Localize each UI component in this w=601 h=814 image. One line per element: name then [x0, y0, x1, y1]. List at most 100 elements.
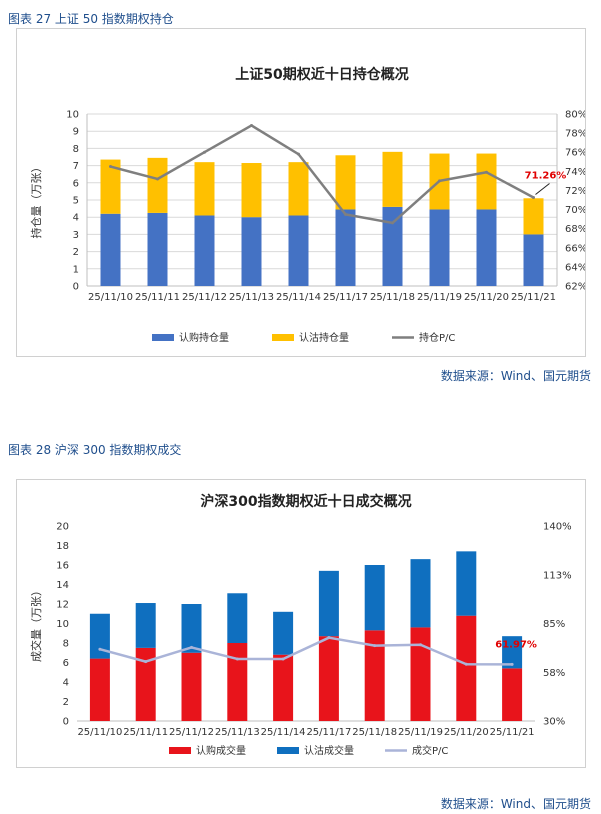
- legend-label: 认购持仓量: [179, 331, 229, 344]
- x-tick-label: 25/11/11: [123, 727, 168, 738]
- bar-call: [476, 209, 497, 286]
- y-tick-label: 8: [63, 639, 69, 650]
- legend-label: 认购成交量: [196, 744, 246, 757]
- x-tick-label: 25/11/13: [229, 292, 274, 303]
- pc-ratio-line: [110, 124, 535, 225]
- legend-label: 成交P/C: [412, 744, 448, 757]
- y-tick-label: 3: [73, 230, 79, 241]
- pc-ratio-point: [203, 150, 206, 154]
- y-tick-label: 9: [73, 127, 79, 138]
- pc-ratio-point: [419, 643, 422, 647]
- bar-put: [410, 559, 431, 628]
- bar-call: [502, 668, 523, 721]
- bar-put: [100, 159, 121, 214]
- x-tick-label: 25/11/18: [370, 292, 415, 303]
- legend-swatch: [277, 747, 299, 754]
- pc-ratio-point: [438, 179, 441, 183]
- bar-call: [147, 212, 168, 286]
- bar-put: [147, 157, 168, 213]
- bar-put: [523, 198, 544, 235]
- y-tick-label: 16: [56, 561, 69, 572]
- pc-ratio-point: [281, 657, 285, 661]
- x-tick-label: 25/11/12: [182, 292, 227, 303]
- pc-ratio-point: [485, 170, 488, 174]
- bar-call: [241, 217, 262, 286]
- pc-ratio-point: [391, 221, 394, 225]
- y-tick-label: 7: [73, 161, 79, 172]
- y-tick-label: 12: [56, 600, 69, 611]
- figure2-caption: 图表 28 沪深 300 指数期权成交: [8, 443, 182, 457]
- y2-tick-label: 72%: [565, 186, 585, 197]
- y2-tick-label: 62%: [565, 282, 585, 293]
- pc-ratio-point: [297, 152, 300, 156]
- bar-call: [318, 636, 339, 721]
- y2-tick-label: 70%: [565, 205, 585, 216]
- y-tick-label: 4: [73, 213, 79, 224]
- y-tick-label: 6: [63, 658, 69, 669]
- pc-ratio-point: [510, 662, 514, 666]
- y-tick-label: 2: [63, 697, 69, 708]
- y2-tick-label: 76%: [565, 148, 585, 159]
- pc-ratio-point: [250, 123, 253, 127]
- chart-title: 上证50期权近十日持仓概况: [235, 66, 408, 83]
- y-tick-label: 20: [56, 522, 69, 533]
- y-axis-label: 持仓量（万张）: [29, 162, 43, 239]
- y2-tick-label: 113%: [543, 570, 572, 581]
- y-tick-label: 1: [73, 264, 79, 275]
- bar-put: [502, 636, 523, 669]
- bar-call: [410, 627, 431, 721]
- bar-call: [364, 630, 385, 721]
- bar-call: [89, 658, 110, 721]
- legend-swatch: [152, 334, 174, 341]
- bar-call: [335, 209, 356, 286]
- y2-tick-label: 74%: [565, 167, 585, 178]
- y2-tick-label: 80%: [565, 110, 585, 121]
- bar-call: [181, 652, 202, 721]
- x-tick-label: 25/11/10: [77, 727, 122, 738]
- x-tick-label: 25/11/12: [169, 727, 214, 738]
- figure1-source: 数据来源：Wind、国元期货: [440, 369, 591, 383]
- bar-call: [382, 206, 403, 286]
- bar-call: [227, 643, 248, 721]
- bar-put: [135, 603, 156, 648]
- bar-put: [227, 593, 248, 643]
- x-tick-label: 25/11/17: [323, 292, 368, 303]
- legend-label: 认沽持仓量: [299, 331, 349, 344]
- bar-put: [382, 151, 403, 207]
- pc-ratio-point: [373, 644, 377, 648]
- pc-ratio-point: [109, 165, 112, 169]
- y2-tick-label: 30%: [543, 717, 565, 728]
- y-tick-label: 10: [66, 110, 79, 121]
- bar-put: [273, 611, 294, 655]
- figure1-caption: 图表 27 上证 50 指数期权持仓: [8, 12, 174, 26]
- x-tick-label: 25/11/20: [464, 292, 509, 303]
- bar-call: [194, 215, 215, 286]
- pc-ratio-point: [532, 196, 535, 200]
- y2-tick-label: 78%: [565, 129, 585, 140]
- bar-call: [288, 215, 309, 286]
- y-tick-label: 8: [73, 144, 79, 155]
- pc-ratio-point: [464, 662, 468, 666]
- bar-call: [523, 234, 544, 286]
- bar-call: [135, 647, 156, 721]
- bar-put: [89, 613, 110, 659]
- bar-put: [318, 570, 339, 637]
- y2-tick-label: 66%: [565, 243, 585, 254]
- y2-tick-label: 68%: [565, 224, 585, 235]
- figure2-source: 数据来源：Wind、国元期货: [440, 797, 591, 811]
- y-tick-label: 4: [63, 678, 69, 689]
- bar-put: [456, 551, 477, 616]
- bar-put: [335, 155, 356, 210]
- x-tick-label: 25/11/17: [306, 727, 351, 738]
- bar-call: [100, 213, 121, 286]
- bar-put: [181, 604, 202, 653]
- pc-ratio-point: [144, 660, 148, 664]
- legend-label: 认沽成交量: [304, 744, 354, 757]
- pc-ratio-point: [235, 657, 239, 661]
- y2-tick-label: 58%: [543, 668, 565, 679]
- chart-title: 沪深300指数期权近十日成交概况: [200, 493, 411, 510]
- x-tick-label: 25/11/20: [444, 727, 489, 738]
- bar-put: [476, 153, 497, 210]
- x-tick-label: 25/11/14: [261, 727, 306, 738]
- bar-put: [194, 162, 215, 216]
